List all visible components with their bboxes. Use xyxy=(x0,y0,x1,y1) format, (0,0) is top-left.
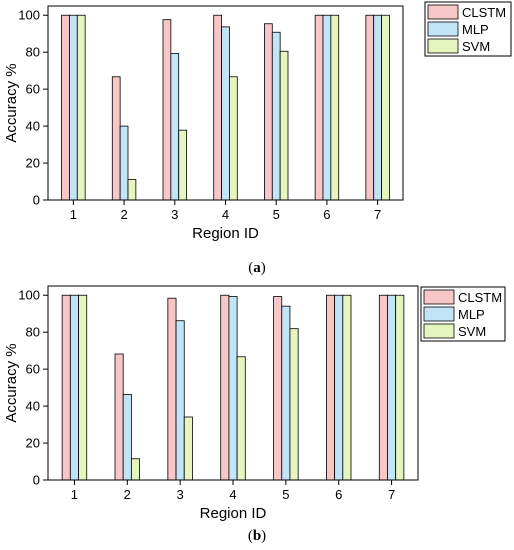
bar-svm-region-5 xyxy=(289,328,299,481)
bar-clstm-region-6 xyxy=(314,14,324,201)
bar-mlp-region-6 xyxy=(322,14,332,201)
y-axis-label: Accuracy % xyxy=(3,343,20,422)
legend-swatch-mlp xyxy=(427,21,459,37)
x-tick-label: 2 xyxy=(124,487,131,502)
y-tick-label: 40 xyxy=(26,399,40,414)
y-tick-label: 40 xyxy=(26,119,40,134)
legend-label-clstm: CLSTM xyxy=(462,5,506,20)
bar-clstm-region-3 xyxy=(162,19,172,201)
x-axis-label: Region ID xyxy=(200,505,267,522)
bar-svm-region-7 xyxy=(381,14,390,201)
bar-mlp-region-7 xyxy=(387,294,397,481)
bar-mlp-region-4 xyxy=(228,296,238,481)
bar-clstm-region-2 xyxy=(114,353,124,481)
bar-clstm-region-4 xyxy=(213,14,222,201)
bar-svm-region-2 xyxy=(130,458,140,481)
bar-svm-region-1 xyxy=(78,294,88,481)
chart-panel-b: 1 2 3 4 5 6 7 0 20 40 60 80 100 Region ID Accuracy % CL… xyxy=(3,285,506,522)
bar-mlp-region-6 xyxy=(334,294,344,481)
legend-swatch-mlp xyxy=(423,306,455,322)
bar-mlp-region-7 xyxy=(373,14,382,201)
y-tick-label: 100 xyxy=(18,288,40,303)
bar-clstm-region-2 xyxy=(111,76,121,201)
bar-svm-region-4 xyxy=(236,356,246,481)
bar-mlp-region-5 xyxy=(281,305,291,481)
chart-panel-a: 1 2 3 4 5 6 7 0 20 40 60 80 100 Region ID Accuracy % CL… xyxy=(3,1,512,242)
bar-mlp-region-3 xyxy=(170,53,180,201)
bar-svm-region-4 xyxy=(229,76,238,201)
x-tick-label: 1 xyxy=(70,207,77,222)
bar-svm-region-2 xyxy=(127,179,137,201)
bar-svm-region-6 xyxy=(342,294,352,481)
plot-frame xyxy=(47,5,404,201)
y-axis-label: Accuracy % xyxy=(3,63,20,142)
x-tick-label: 3 xyxy=(177,487,184,502)
bar-mlp-region-4 xyxy=(221,26,230,201)
bar-mlp-region-2 xyxy=(122,394,132,481)
bar-clstm-region-5 xyxy=(264,23,273,201)
y-tick-label: 60 xyxy=(26,362,40,377)
y-tick-label: 60 xyxy=(26,82,40,97)
bar-mlp-region-5 xyxy=(271,31,281,201)
bar-svm-region-3 xyxy=(183,416,193,481)
bar-svm-region-1 xyxy=(76,14,86,201)
caption-a: (a) xyxy=(248,260,266,276)
y-tick-label: 0 xyxy=(33,473,40,488)
x-tick-label: 4 xyxy=(222,207,229,222)
legend-label-mlp: MLP xyxy=(462,22,489,37)
bar-mlp-region-1 xyxy=(69,294,79,481)
bar-svm-region-7 xyxy=(395,294,405,481)
bar-clstm-region-7 xyxy=(365,14,375,201)
legend-swatch-clstm xyxy=(427,4,459,20)
x-tick-label: 2 xyxy=(120,207,127,222)
x-tick-label: 5 xyxy=(273,207,280,222)
bar-clstm-region-4 xyxy=(220,294,230,481)
plot-frame xyxy=(47,285,419,481)
legend-label-svm: SVM xyxy=(458,324,486,339)
x-tick-label: 5 xyxy=(282,487,289,502)
x-tick-label: 6 xyxy=(335,487,342,502)
bar-svm-region-5 xyxy=(279,50,289,201)
y-tick-label: 20 xyxy=(26,156,40,171)
bar-clstm-region-5 xyxy=(273,296,283,481)
x-tick-label: 7 xyxy=(388,487,395,502)
legend-label-svm: SVM xyxy=(462,39,490,54)
legend-label-mlp: MLP xyxy=(458,307,485,322)
bar-mlp-region-1 xyxy=(69,14,78,201)
y-tick-label: 0 xyxy=(33,193,40,208)
legend-label-clstm: CLSTM xyxy=(458,290,502,305)
legend-swatch-svm xyxy=(427,38,459,54)
bar-mlp-region-3 xyxy=(175,320,185,481)
x-tick-label: 3 xyxy=(171,207,178,222)
x-tick-label: 4 xyxy=(229,487,236,502)
bar-clstm-region-6 xyxy=(326,294,336,481)
y-tick-label: 20 xyxy=(26,436,40,451)
bar-svm-region-3 xyxy=(178,129,187,201)
y-tick-label: 80 xyxy=(26,45,40,60)
bar-clstm-region-3 xyxy=(167,297,177,481)
x-tick-label: 6 xyxy=(323,207,330,222)
y-tick-label: 100 xyxy=(18,8,40,23)
legend-swatch-clstm xyxy=(423,289,455,305)
bar-svm-region-6 xyxy=(330,14,340,201)
bar-mlp-region-2 xyxy=(119,125,129,201)
y-tick-label: 80 xyxy=(26,325,40,340)
x-tick-label: 7 xyxy=(374,207,381,222)
x-axis-label: Region ID xyxy=(192,225,259,242)
caption-b: (b) xyxy=(247,528,267,544)
bar-clstm-region-1 xyxy=(61,14,70,201)
bar-clstm-region-7 xyxy=(378,294,388,481)
bar-clstm-region-1 xyxy=(61,294,71,481)
legend-swatch-svm xyxy=(423,323,455,339)
x-tick-label: 1 xyxy=(71,487,78,502)
